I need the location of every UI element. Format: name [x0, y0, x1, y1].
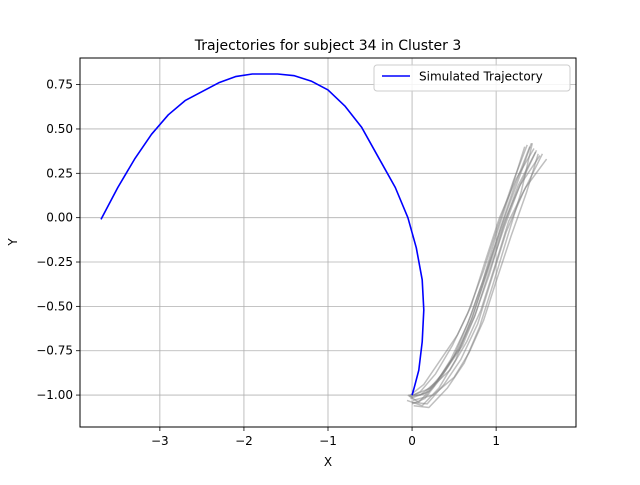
- y-axis: −1.00 −0.75 −0.50 −0.25 0.00 0.25 0.50 0.75: [36, 78, 80, 402]
- y-tick-label: −1.00: [36, 388, 73, 402]
- legend: Simulated Trajectory: [373, 64, 571, 92]
- y-tick-label: 0.75: [46, 78, 73, 92]
- x-tick-label: −1: [319, 434, 337, 448]
- chart-title: Trajectories for subject 34 in Cluster 3: [194, 38, 462, 54]
- observed-trajectory-line: [406, 149, 538, 407]
- observed-trajectories: [406, 142, 548, 409]
- x-tick-label: −3: [151, 434, 169, 448]
- observed-trajectory-line: [412, 153, 539, 402]
- y-tick-label: 0.50: [46, 122, 73, 136]
- x-tick-label: −2: [235, 434, 253, 448]
- simulated-trajectory-line: [100, 73, 425, 396]
- observed-trajectory-line: [413, 143, 534, 409]
- x-axis-label: X: [324, 455, 332, 469]
- series-layer: [100, 73, 425, 396]
- y-tick-label: 0.00: [46, 211, 73, 225]
- y-tick-label: 0.25: [46, 166, 73, 180]
- legend-label-simulated: Simulated Trajectory: [419, 70, 543, 84]
- observed-trajectory-line: [411, 151, 537, 398]
- y-tick-label: −0.50: [36, 299, 73, 313]
- legend-box: [373, 64, 571, 92]
- x-tick-label: 0: [408, 434, 416, 448]
- x-tick-label: 1: [492, 434, 500, 448]
- y-tick-label: −0.25: [36, 255, 73, 269]
- y-tick-label: −0.75: [36, 344, 73, 358]
- observed-trajectory-line: [407, 146, 526, 403]
- y-axis-label: Y: [6, 238, 20, 247]
- grid: [80, 58, 576, 427]
- x-axis: −3 −2 −1 0 1: [151, 427, 500, 448]
